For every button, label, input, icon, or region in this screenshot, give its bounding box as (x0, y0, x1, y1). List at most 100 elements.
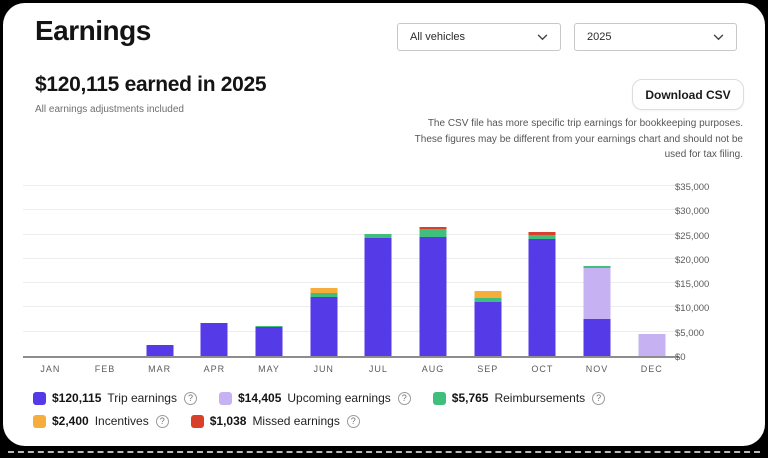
bar-segment-trip-earnings[interactable] (474, 301, 502, 356)
y-axis-labels: $0 $5,000 $10,000 $15,000 $20,000 $25,000 $30,… (675, 182, 745, 363)
bar-slot-mar (132, 188, 187, 356)
bar-slot-jan (23, 188, 78, 356)
legend-label: Missed earnings (252, 414, 340, 428)
legend-label: Upcoming earnings (287, 391, 391, 405)
vehicle-filter-dropdown[interactable]: All vehicles (397, 23, 561, 51)
gridline (23, 185, 679, 186)
bar-segment-reimbursements[interactable] (364, 234, 392, 239)
bar-segment-reimbursements[interactable] (419, 229, 447, 237)
clip-divider (8, 451, 760, 453)
legend-item-missed-earnings: $1,038 Missed earnings? (190, 414, 360, 428)
legend-row: $2,400 Incentives? $1,038 Missed earnings? (33, 414, 605, 428)
bar-dec[interactable] (638, 334, 666, 356)
month-label-jan: JAN (40, 364, 61, 374)
vehicle-filter-value: All vehicles (410, 31, 466, 43)
month-label-apr: APR (203, 364, 226, 374)
page-title: Earnings (35, 15, 151, 46)
help-icon[interactable]: ? (183, 391, 197, 405)
bar-slot-dec (624, 188, 679, 356)
bar-segment-reimbursements[interactable] (255, 326, 283, 328)
bar-segment-trip-earnings[interactable] (364, 238, 392, 356)
gridline (23, 209, 679, 211)
bar-may[interactable] (255, 326, 283, 356)
legend-row: $120,115 Trip earnings? $14,405 Upcoming ea… (33, 391, 606, 405)
gridline (23, 257, 679, 259)
bar-jul[interactable] (364, 234, 392, 356)
bar-segment-reimbursements[interactable] (200, 322, 228, 324)
legend-swatch (33, 391, 46, 405)
x-axis-labels: JAN FEB MAR APR MAY JUN JUL AUG SEP OCT NOV DEC (23, 364, 679, 374)
earnings-chart-plot (23, 185, 679, 358)
bar-apr[interactable] (200, 322, 228, 356)
y-axis-tick-label: $0 (675, 352, 686, 363)
download-csv-button[interactable]: Download CSV (632, 79, 744, 110)
bar-segment-trip-earnings[interactable] (528, 239, 556, 356)
gridline (23, 282, 679, 284)
bar-slot-feb (78, 188, 133, 356)
y-axis-tick-label: $10,000 (675, 303, 710, 315)
gridline (23, 233, 679, 235)
legend-item-incentives: $2,400 Incentives? (33, 414, 169, 428)
bar-segment-trip-earnings[interactable] (146, 345, 174, 356)
legend-swatch (432, 391, 446, 405)
bar-segment-upcoming-earnings[interactable] (638, 334, 666, 356)
bar-segment-incentives[interactable] (474, 291, 502, 299)
bar-segment-trip-earnings[interactable] (200, 323, 228, 356)
legend-swatch (33, 414, 46, 428)
legend-item-trip-earnings: $120,115 Trip earnings? (33, 391, 197, 405)
y-axis-tick-label: $5,000 (675, 327, 705, 339)
y-axis-tick-label: $15,000 (675, 279, 710, 291)
legend-item-reimbursements: $5,765 Reimbursements? (432, 391, 606, 405)
help-icon[interactable]: ? (592, 391, 606, 405)
month-label-may: MAY (258, 364, 280, 374)
legend-swatch (218, 391, 232, 405)
legend-value: $14,405 (237, 391, 282, 405)
month-label-oct: OCT (531, 364, 554, 374)
bar-slots (23, 188, 679, 356)
bar-slot-apr (187, 188, 242, 356)
bar-jun[interactable] (310, 288, 338, 356)
chevron-down-icon (537, 33, 548, 41)
bar-mar[interactable] (146, 345, 174, 356)
bar-segment-reimbursements[interactable] (528, 234, 556, 240)
bar-segment-trip-earnings[interactable] (583, 318, 611, 356)
earnings-panel: Earnings All vehicles 2025 $120,115 earn… (3, 3, 765, 446)
bar-segment-missed-earnings[interactable] (419, 226, 447, 230)
help-icon[interactable]: ? (397, 391, 411, 405)
bar-segment-missed-earnings[interactable] (528, 231, 556, 235)
chart-legend: $120,115 Trip earnings? $14,405 Upcoming ea… (33, 391, 606, 428)
month-label-jun: JUN (313, 364, 334, 374)
legend-value: $2,400 (52, 414, 89, 428)
bar-slot-jun (296, 188, 351, 356)
year-filter-value: 2025 (587, 31, 612, 43)
bar-nov[interactable] (583, 265, 611, 356)
bar-slot-oct (515, 188, 570, 356)
bar-segment-trip-earnings[interactable] (419, 236, 447, 356)
bar-oct[interactable] (528, 231, 556, 356)
bar-sep[interactable] (474, 291, 502, 356)
chevron-down-icon (713, 33, 724, 41)
month-label-jul: JUL (368, 364, 388, 374)
bar-segment-incentives[interactable] (310, 288, 338, 293)
bar-aug[interactable] (419, 226, 447, 356)
bar-slot-aug (406, 188, 461, 356)
month-label-mar: MAR (148, 364, 172, 374)
bar-slot-may (242, 188, 297, 356)
year-filter-dropdown[interactable]: 2025 (574, 23, 737, 51)
bar-slot-nov (570, 188, 625, 356)
bar-segment-trip-earnings[interactable] (255, 327, 283, 356)
bar-segment-reimbursements[interactable] (310, 292, 338, 297)
y-axis-tick-label: $25,000 (675, 230, 710, 242)
bar-segment-trip-earnings[interactable] (310, 296, 338, 356)
help-icon[interactable]: ? (155, 414, 169, 428)
month-label-sep: SEP (477, 364, 499, 374)
help-icon[interactable]: ? (346, 414, 360, 428)
legend-swatch (190, 414, 204, 428)
bar-segment-reimbursements[interactable] (474, 298, 502, 302)
legend-item-upcoming-earnings: $14,405 Upcoming earnings? (218, 391, 411, 405)
gridline (23, 306, 679, 308)
legend-value: $5,765 (451, 391, 489, 405)
bar-segment-upcoming-earnings[interactable] (583, 267, 611, 319)
legend-label: Incentives (94, 414, 149, 428)
bar-segment-reimbursements[interactable] (583, 265, 611, 268)
